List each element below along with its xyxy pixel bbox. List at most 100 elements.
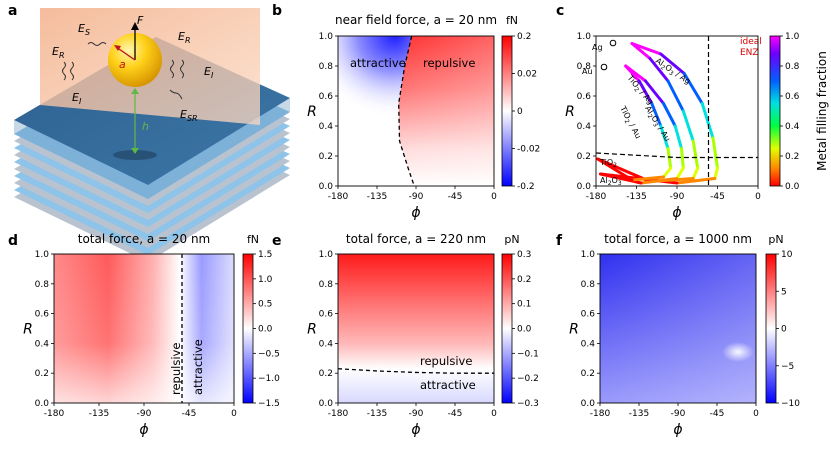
panel-label-a: a — [8, 3, 17, 19]
chart-title: near field force, a = 20 nm — [335, 13, 497, 27]
chart-e: repulsive attractive total force, a = 22… — [337, 232, 520, 404]
curve-segment — [673, 124, 683, 150]
curve-segment — [662, 166, 673, 179]
colorbar-tick-label: 0.0 — [517, 325, 532, 335]
colorbar-tick-label: 0.4 — [785, 122, 800, 132]
x-tick-label: -90 — [409, 409, 424, 419]
colorbar-tick-label: -0.02 — [517, 145, 540, 155]
x-tick-label: -90 — [671, 409, 686, 419]
colorbar-tick-label: −1.0 — [258, 374, 280, 384]
x-tick-label: -180 — [44, 409, 65, 419]
colorbar-tick-label: 1.0 — [258, 275, 273, 285]
colorbar-unit: fN — [506, 14, 518, 27]
colorbar-tick-label: −0.5 — [258, 349, 280, 359]
x-axis-label: ϕ — [411, 422, 420, 438]
y-axis-label: R — [23, 322, 33, 338]
curve-segment — [644, 79, 665, 105]
curve-segment — [680, 147, 685, 170]
axes-layer: -180 -135 -90 -45 0 0.0 0.2 0.4 0.6 0.8 1.0 ϕ R 0.2 0.… — [23, 32, 800, 438]
schematic: h F a ES ER ER EI EI ESR — [14, 8, 290, 262]
colorbar-tick-label: 0.5 — [258, 300, 272, 310]
colorbar-tick-label: 0.2 — [785, 152, 799, 162]
colorbar-tick-label: 0.2 — [517, 275, 531, 285]
y-axis-label: R — [569, 322, 579, 338]
curve-segment — [650, 102, 663, 128]
x-tick-label: -135 — [629, 409, 649, 419]
y-tick-label: 0.4 — [319, 339, 334, 349]
y-tick-label: 0.8 — [319, 280, 334, 290]
curve-segment — [711, 136, 719, 170]
y-tick-label: 1.0 — [319, 250, 334, 260]
label-enz: ENZ — [740, 48, 759, 58]
curve-segment — [630, 42, 652, 60]
y-tick-label: 0.6 — [581, 310, 596, 320]
colorbar-tick-label: 5 — [781, 287, 787, 297]
curve-segment — [659, 52, 686, 75]
y-tick-label: 0.2 — [35, 369, 49, 379]
chart-title: total force, a = 1000 nm — [604, 232, 752, 246]
x-tick-label: -45 — [710, 192, 725, 202]
bright-spot — [722, 342, 754, 362]
chart-c: Ag Au TiO2 Al2O3 Al2O3 / Ag TiO2 / Ag Al… — [582, 35, 829, 187]
curve-segment — [681, 109, 695, 143]
colorbar-tick-label: 0.0 — [785, 182, 800, 192]
colorbar-tick-label: −1.5 — [258, 399, 280, 409]
label-EI-right: EI — [204, 65, 214, 80]
colorbar-tick-label: 0.8 — [785, 62, 800, 72]
label-repulsive: repulsive — [423, 56, 475, 70]
y-axis-label: R — [307, 104, 317, 120]
y-tick-label: 0.4 — [35, 339, 50, 349]
colorbar-tick-label: 1.0 — [785, 32, 800, 42]
curve-segment — [599, 172, 643, 185]
colorbar-tick-label: 0.1 — [517, 300, 531, 310]
colorbar-label: Metal filling fraction — [815, 51, 829, 171]
label-al2o3: Al2O3 — [600, 176, 622, 187]
label-a: a — [119, 58, 126, 71]
y-tick-label: 0.0 — [319, 399, 334, 409]
x-tick-label: -45 — [448, 192, 463, 202]
curve-segment — [700, 102, 715, 140]
label-repulsive: repulsive — [169, 343, 183, 395]
y-tick-label: 0.6 — [35, 310, 50, 320]
label-attractive: attractive — [191, 339, 205, 395]
colorbar-tick-label: 0.02 — [517, 70, 537, 80]
curve-segment — [691, 139, 700, 170]
y-tick-label: 0.8 — [319, 62, 334, 72]
colorbar-tick-label: 0 — [517, 107, 523, 117]
sign-boundary — [398, 35, 415, 187]
y-tick-label: 0.2 — [577, 152, 591, 162]
x-axis-label: ϕ — [673, 422, 682, 438]
panel-label-d: d — [8, 233, 18, 249]
filling-fraction-curves — [596, 42, 719, 185]
x-axis-label: ϕ — [672, 205, 681, 221]
marker-ag — [609, 39, 617, 47]
x-tick-label: -180 — [586, 192, 607, 202]
x-tick-label: 0 — [753, 409, 759, 419]
colorbar-tick-label: 0.3 — [517, 250, 531, 260]
curve-segment — [648, 57, 670, 83]
y-tick-label: 0.8 — [581, 280, 596, 290]
label-EI-left: EI — [72, 91, 82, 106]
label-ES: ES — [78, 22, 90, 37]
marker-au — [600, 63, 608, 71]
x-tick-label: 0 — [491, 409, 497, 419]
x-tick-label: -90 — [670, 192, 685, 202]
x-tick-label: -180 — [328, 409, 349, 419]
colorbar-unit: pN — [768, 233, 783, 246]
curve-segment — [675, 177, 717, 185]
x-tick-label: -180 — [590, 409, 611, 419]
label-attractive: attractive — [420, 378, 476, 392]
x-axis-label: ϕ — [139, 422, 148, 438]
y-tick-label: 0.2 — [581, 369, 595, 379]
field-waves — [62, 42, 184, 100]
x-tick-label: -45 — [710, 409, 725, 419]
x-tick-label: -45 — [182, 409, 197, 419]
chart-d: repulsive attractive total force, a = 20… — [54, 232, 259, 404]
label-ESR: ESR — [180, 108, 198, 123]
colorbar — [242, 253, 254, 404]
curve-segment — [691, 166, 700, 180]
curve-segment — [675, 166, 685, 180]
chart-title: total force, a = 220 nm — [346, 232, 486, 246]
y-tick-label: 0.4 — [319, 122, 334, 132]
